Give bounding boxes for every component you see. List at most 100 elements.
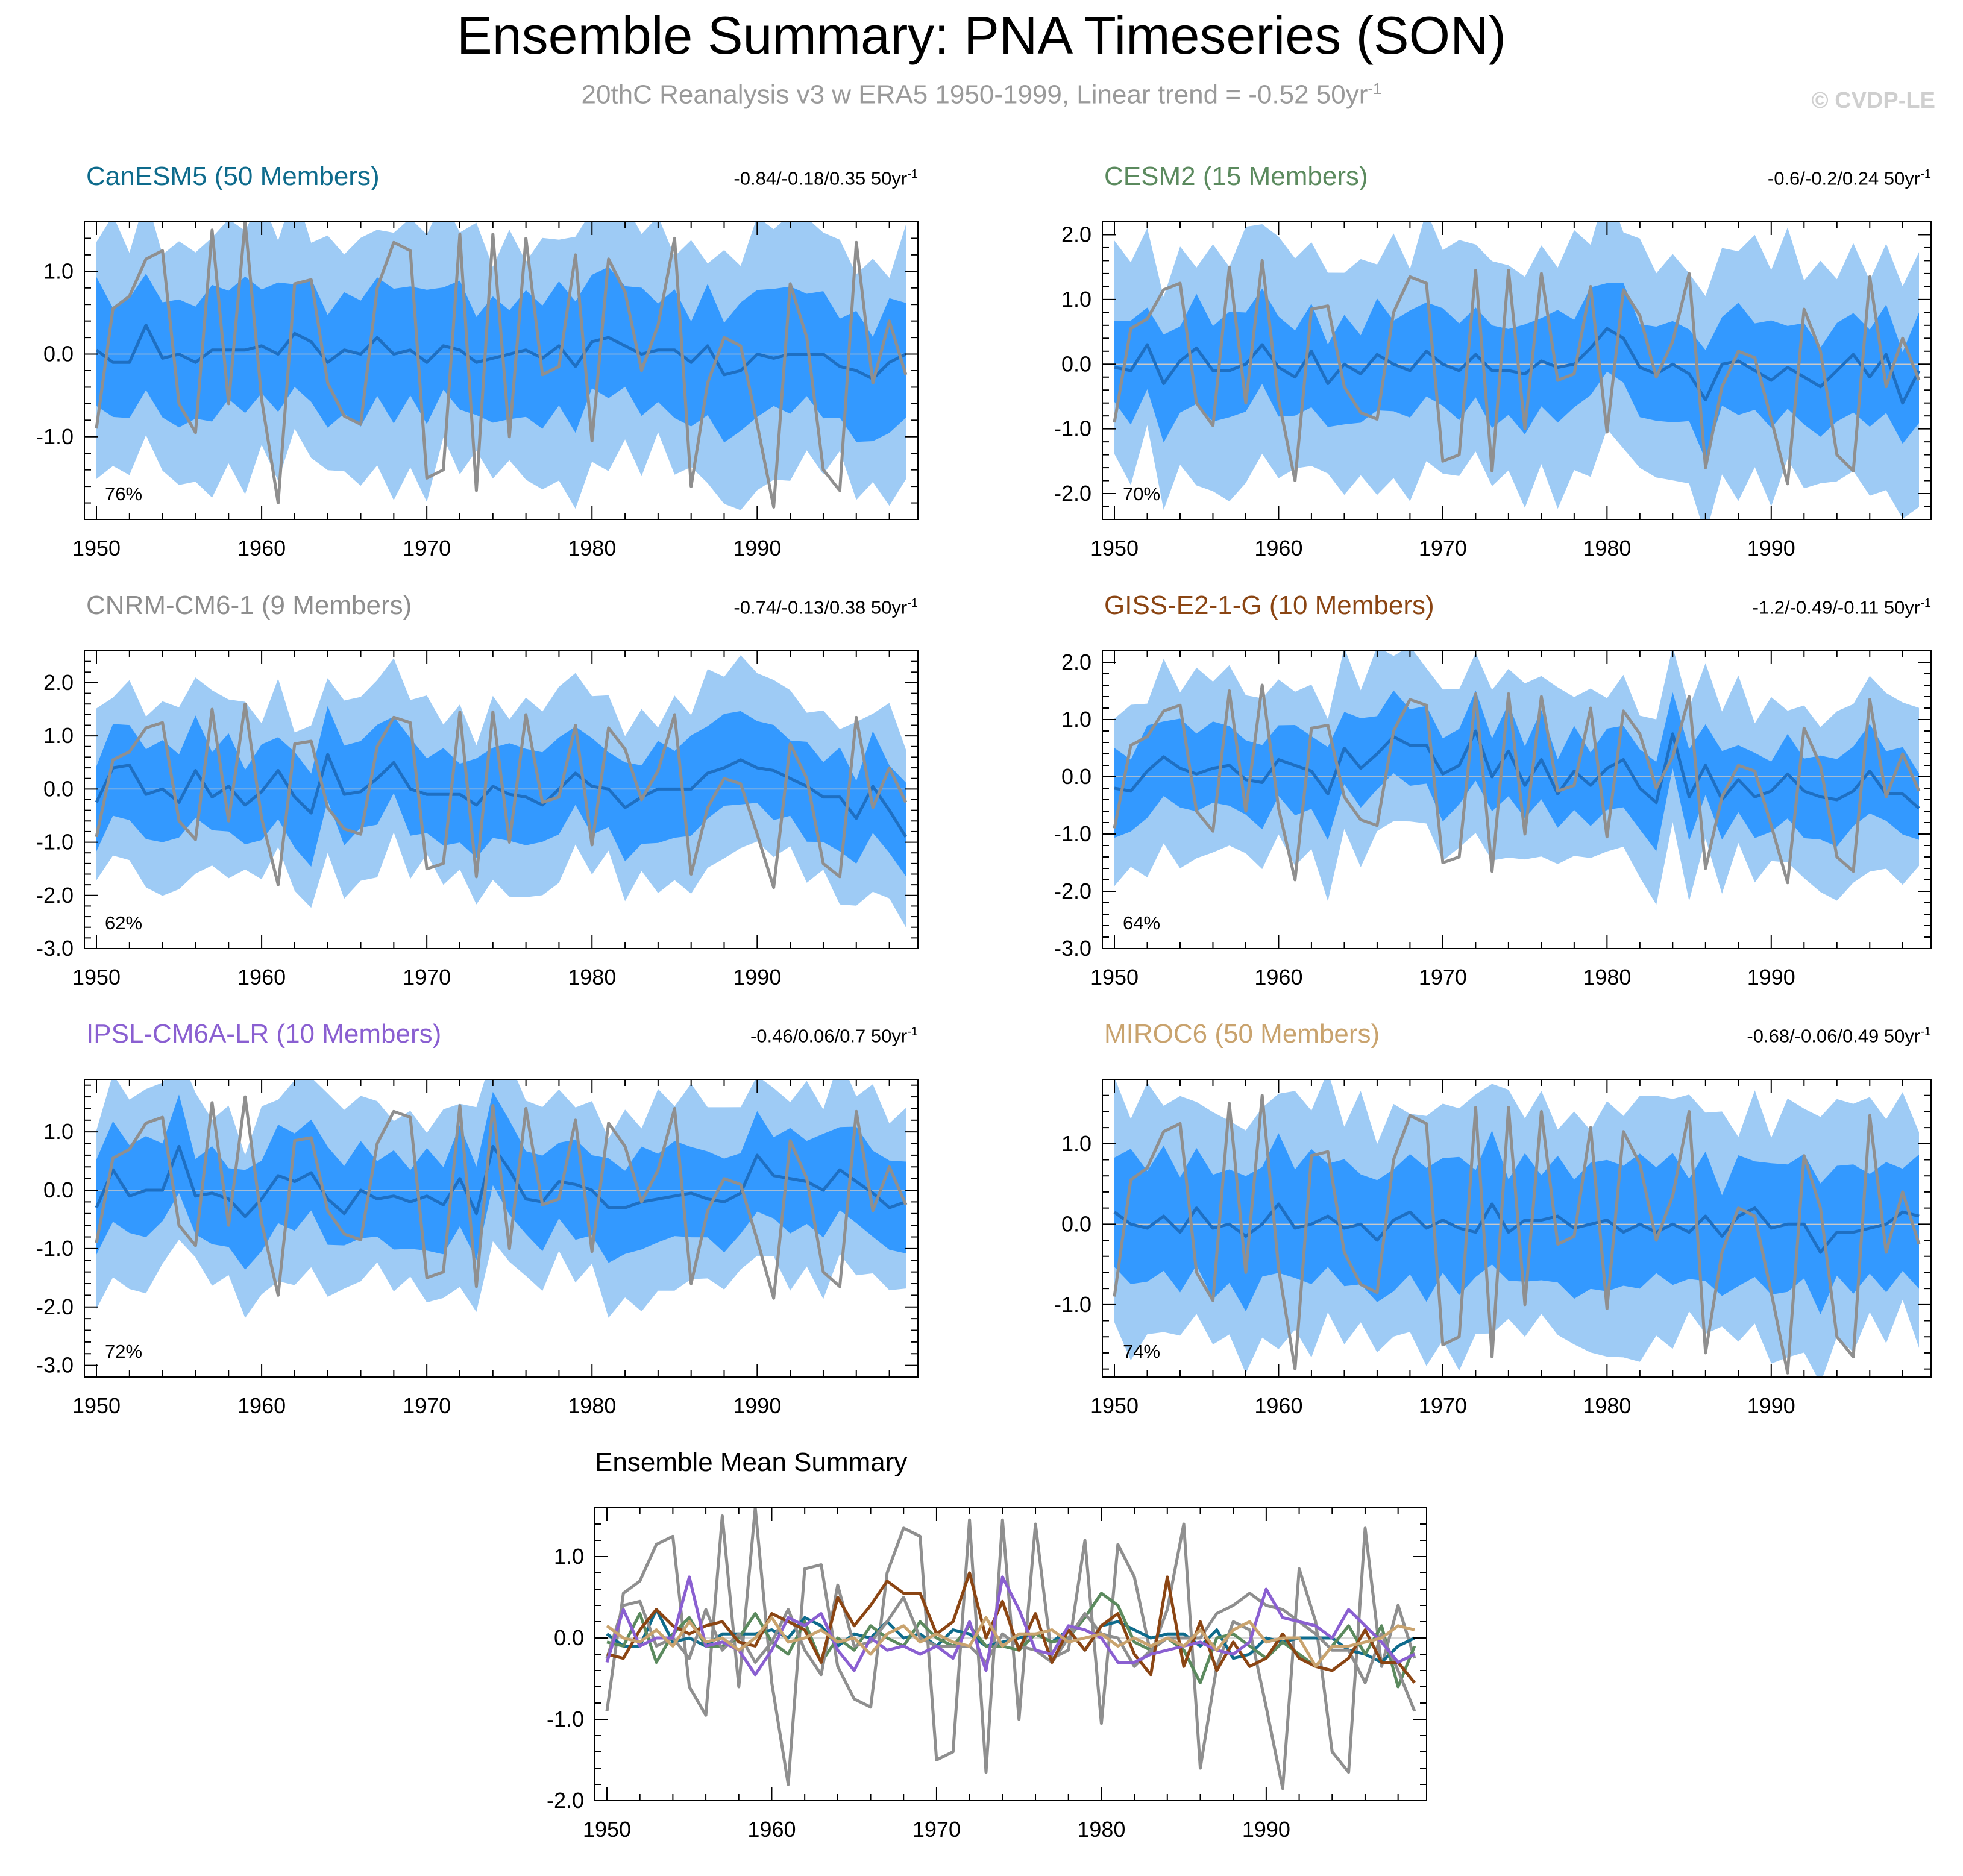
panel-3-ytick-label: -1.0 [1054, 821, 1091, 846]
summary-mean-line-5 [606, 1616, 1415, 1668]
panel-3-xtick-label: 1960 [1254, 965, 1302, 990]
summary-xtick-label: 1960 [747, 1817, 796, 1842]
panel-5-xtick-label: 1950 [1090, 1393, 1139, 1418]
panel-percent: 62% [105, 912, 143, 933]
panel-0: 1950 1960 1970 1980 1990 1.0 0.0 -1.0 [36, 221, 919, 560]
observed-line [95, 702, 908, 889]
panel-2-ytick-label: -2.0 [36, 883, 74, 908]
summary-ytick-label: -1.0 [547, 1707, 584, 1731]
panel-4-xtick-label: 1960 [237, 1393, 286, 1418]
panel-0-ytick-label: -1.0 [36, 424, 74, 449]
observed-line [1113, 683, 1921, 885]
panel-0-ytick-label: 0.0 [43, 342, 74, 366]
panel-1-plot [1102, 222, 1931, 519]
summary-mean-line-1 [606, 1592, 1416, 1689]
panel-0-xtick-label: 1960 [237, 536, 286, 560]
panel-1-ytick-label: -2.0 [1054, 481, 1091, 506]
summary-xtick-label: 1970 [912, 1817, 961, 1842]
panel-trend-text: -1.2/-0.49/-0.11 50yr [1752, 597, 1921, 618]
panel-3-plot [1102, 651, 1931, 905]
summary-panel: 1950 1960 1970 1980 1990 1.0 0.0 -1.0 -2.0 [547, 1507, 1427, 1842]
panel-5-xtick-label: 1970 [1419, 1393, 1467, 1418]
summary-xtick-label: 1950 [583, 1817, 631, 1842]
panel-percent: 72% [105, 1341, 143, 1362]
panel-3: 1950 1960 1970 1980 1990 2.0 1.0 0.0 -1.0 -2.0 -3.… [1054, 650, 1932, 990]
panel-trend: -0.68/-0.06/0.49 50yr-1 [1747, 1025, 1931, 1047]
panel-5-xtick-label: 1980 [1583, 1393, 1631, 1418]
panel-5-frame [1102, 1079, 1932, 1378]
panel-2-xtick-label: 1980 [568, 965, 616, 990]
panel-2: 1950 1960 1970 1980 1990 2.0 1.0 0.0 -1.0 -2.0 -3.… [36, 650, 919, 990]
panel-trend-exp: -1 [1920, 168, 1931, 181]
panel-3-ytick-label: -2.0 [1054, 879, 1091, 903]
panel-0-ytick-label: 1.0 [43, 259, 74, 283]
panel-4-ytick-label: 1.0 [43, 1119, 74, 1144]
panel-0-xtick-label: 1980 [568, 536, 616, 560]
panel-1-xtick-label: 1950 [1090, 536, 1139, 560]
panel-1-ytick-label: -1.0 [1054, 416, 1091, 441]
panel-0-xtick-label: 1970 [403, 536, 451, 560]
panel-0-xtick-label: 1990 [733, 536, 781, 560]
panel-4-ytick-label: -1.0 [36, 1236, 74, 1261]
panel-4: 1950 1960 1970 1980 1990 1.0 0.0 -1.0 -2.0 -3.0 [36, 1079, 919, 1418]
panel-1-xtick-label: 1970 [1419, 536, 1467, 560]
summary-ytick-label: -2.0 [547, 1788, 584, 1813]
panel-1-ytick-label: 2.0 [1061, 222, 1091, 246]
panel-5-xtick-label: 1990 [1747, 1393, 1795, 1418]
panel-3-ytick-label: 0.0 [1061, 764, 1091, 789]
panel-trend: -0.46/0.06/0.7 50yr-1 [750, 1025, 918, 1047]
panel-1-xtick-label: 1990 [1747, 536, 1795, 560]
page-title: Ensemble Summary: PNA Timeseries (SON) [457, 5, 1506, 65]
panel-trend: -0.84/-0.18/0.35 50yr-1 [733, 168, 918, 189]
panel-trend: -0.6/-0.2/0.24 50yr-1 [1768, 168, 1931, 189]
panel-trend: -0.74/-0.13/0.38 50yr-1 [733, 597, 918, 618]
panel-5-ytick-label: -1.0 [1054, 1292, 1091, 1317]
panel-title: IPSL-CM6A-LR (10 Members) [86, 1019, 442, 1049]
observed-line [95, 222, 908, 509]
observed-line [1113, 259, 1921, 486]
summary-ytick-label: 0.0 [554, 1625, 584, 1650]
panel-4-ytick-label: -2.0 [36, 1294, 74, 1319]
panel-2-xtick-label: 1950 [72, 965, 121, 990]
page-subtitle: 20thC Reanalysis v3 w ERA5 1950-1999, Li… [0, 80, 1963, 110]
panel-2-xtick-label: 1960 [237, 965, 286, 990]
observed-line [1113, 1094, 1921, 1375]
panel-5-plot [1102, 1079, 1931, 1377]
panel-3-ytick-label: 1.0 [1061, 707, 1091, 732]
summary-title: Ensemble Mean Summary [595, 1448, 908, 1477]
panel-trend-exp: -1 [1920, 597, 1931, 610]
summary-xtick-label: 1990 [1242, 1817, 1290, 1842]
panel-4-plot [84, 1079, 918, 1318]
panel-trend-exp: -1 [1920, 1025, 1931, 1038]
panel-3-ytick-label: 2.0 [1061, 650, 1091, 674]
panel-2-xtick-label: 1970 [403, 965, 451, 990]
panel-2-xtick-label: 1990 [733, 965, 781, 990]
panel-2-ytick-label: 1.0 [43, 723, 74, 748]
panel-1-ytick-label: 1.0 [1061, 287, 1091, 312]
subtitle-text: 20thC Reanalysis v3 w ERA5 1950-1999, Li… [581, 80, 1368, 110]
panel-3-xtick-label: 1970 [1419, 965, 1467, 990]
panel-1-xtick-label: 1960 [1254, 536, 1302, 560]
ensemble-mean-line [95, 324, 907, 381]
panel-3-xtick-label: 1950 [1090, 965, 1139, 990]
panel-title: GISS-E2-1-G (10 Members) [1104, 591, 1434, 620]
panel-5-ytick-label: 1.0 [1061, 1131, 1091, 1156]
panel-4-ytick-label: -3.0 [36, 1353, 74, 1378]
panel-trend-exp: -1 [907, 168, 918, 181]
panel-trend: -1.2/-0.49/-0.11 50yr-1 [1753, 597, 1931, 618]
observed-line [95, 1095, 908, 1300]
panel-trend-text: -0.46/0.06/0.7 50yr [750, 1025, 908, 1047]
panel-3-xtick-label: 1990 [1747, 965, 1795, 990]
panel-title: CanESM5 (50 Members) [86, 162, 380, 191]
panel-5-ytick-label: 0.0 [1061, 1211, 1091, 1236]
panel-3-xtick-label: 1980 [1583, 965, 1631, 990]
credit-label: © CVDP-LE [1811, 88, 1935, 113]
panel-4-xtick-label: 1990 [733, 1393, 781, 1418]
summary-xtick-label: 1980 [1077, 1817, 1125, 1842]
panel-percent: 70% [1123, 483, 1161, 504]
panel-percent: 64% [1123, 912, 1161, 933]
panel-2-ytick-label: 0.0 [43, 776, 74, 801]
panel-4-xtick-label: 1950 [72, 1393, 121, 1418]
